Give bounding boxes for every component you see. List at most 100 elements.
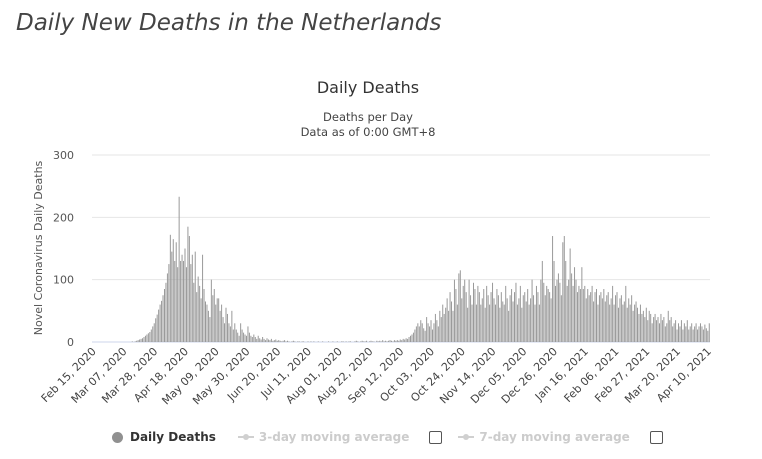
bar <box>468 279 470 342</box>
bar <box>440 317 442 342</box>
bar <box>393 340 395 342</box>
bar <box>490 292 492 342</box>
bar <box>477 285 479 342</box>
bar <box>251 337 253 342</box>
bar <box>533 295 535 342</box>
bar <box>174 260 176 342</box>
legend-label: Daily Deaths <box>130 430 216 444</box>
legend-item-daily-deaths[interactable]: Daily Deaths <box>112 430 216 444</box>
bar <box>216 298 218 342</box>
bar <box>549 292 551 342</box>
bar <box>678 323 680 342</box>
bar <box>371 341 373 342</box>
bar <box>609 304 611 342</box>
bar <box>642 310 644 342</box>
bar <box>275 339 277 342</box>
bar <box>383 341 385 342</box>
bar <box>478 292 480 342</box>
bar <box>212 295 214 342</box>
bar <box>153 323 155 342</box>
legend-item-7-day-average[interactable]: 7-day moving average <box>458 430 630 444</box>
bar <box>146 334 148 342</box>
bar <box>481 298 483 342</box>
bar <box>637 307 639 342</box>
bar <box>414 329 416 342</box>
bar <box>537 292 539 342</box>
page-title: Daily New Deaths in the Netherlands <box>16 10 442 36</box>
bar <box>196 292 198 342</box>
bar <box>131 341 133 342</box>
bar <box>207 310 209 342</box>
bar <box>281 341 283 342</box>
bar <box>165 282 167 342</box>
bar <box>568 279 570 342</box>
bar <box>596 289 597 342</box>
bar <box>689 326 691 342</box>
bar <box>292 340 294 342</box>
bar <box>499 307 501 342</box>
legend-item-3-day-average[interactable]: 3-day moving average <box>237 430 409 444</box>
bar <box>291 341 293 342</box>
bar <box>136 340 138 342</box>
bar <box>569 248 571 342</box>
bar <box>266 338 268 342</box>
bar <box>301 341 303 342</box>
bar <box>172 239 174 342</box>
legend-dot-icon <box>112 431 123 443</box>
bar <box>257 335 259 342</box>
bar <box>243 332 245 342</box>
bar <box>388 340 390 342</box>
bar <box>601 298 603 342</box>
bar <box>613 304 615 342</box>
bar <box>144 335 146 342</box>
bar <box>155 318 157 342</box>
bar <box>560 295 562 342</box>
bar <box>175 242 177 342</box>
bar <box>594 292 596 342</box>
bar <box>524 292 526 342</box>
bar <box>467 307 469 342</box>
bar <box>222 317 224 342</box>
bar <box>521 307 523 342</box>
bar <box>395 340 397 342</box>
chart-subtitle-line-2: Data as of 0:00 GMT+8 <box>301 125 436 139</box>
bar <box>459 270 461 342</box>
y-tick-label: 100 <box>53 274 74 287</box>
bar <box>442 304 444 342</box>
bar <box>209 317 211 342</box>
bar <box>616 292 618 342</box>
bar <box>600 292 602 342</box>
bar <box>587 289 589 342</box>
bar <box>455 289 457 342</box>
bar <box>628 298 630 342</box>
bar <box>531 279 533 342</box>
bar <box>588 295 590 342</box>
bar <box>402 338 404 342</box>
bar <box>629 304 631 342</box>
bar <box>445 307 447 342</box>
bar <box>134 341 136 342</box>
bar <box>418 326 420 342</box>
bar <box>644 317 646 342</box>
bar <box>199 285 201 342</box>
bar <box>380 341 382 342</box>
bar <box>514 292 515 342</box>
bar <box>612 285 614 342</box>
bar <box>142 338 144 342</box>
bar <box>676 329 678 342</box>
bar <box>386 341 388 342</box>
bar <box>471 304 473 342</box>
bar <box>420 320 422 342</box>
bar <box>451 301 453 342</box>
bar <box>617 307 619 342</box>
toggle-7-day-average-checkbox[interactable] <box>649 430 663 444</box>
toggle-3-day-average-checkbox[interactable] <box>429 430 443 444</box>
bar <box>707 330 709 342</box>
bar <box>679 326 681 342</box>
bar <box>259 338 261 342</box>
bar <box>516 304 518 342</box>
bar <box>238 335 240 342</box>
bar <box>433 323 435 342</box>
bar <box>150 329 152 342</box>
bar <box>421 323 423 342</box>
